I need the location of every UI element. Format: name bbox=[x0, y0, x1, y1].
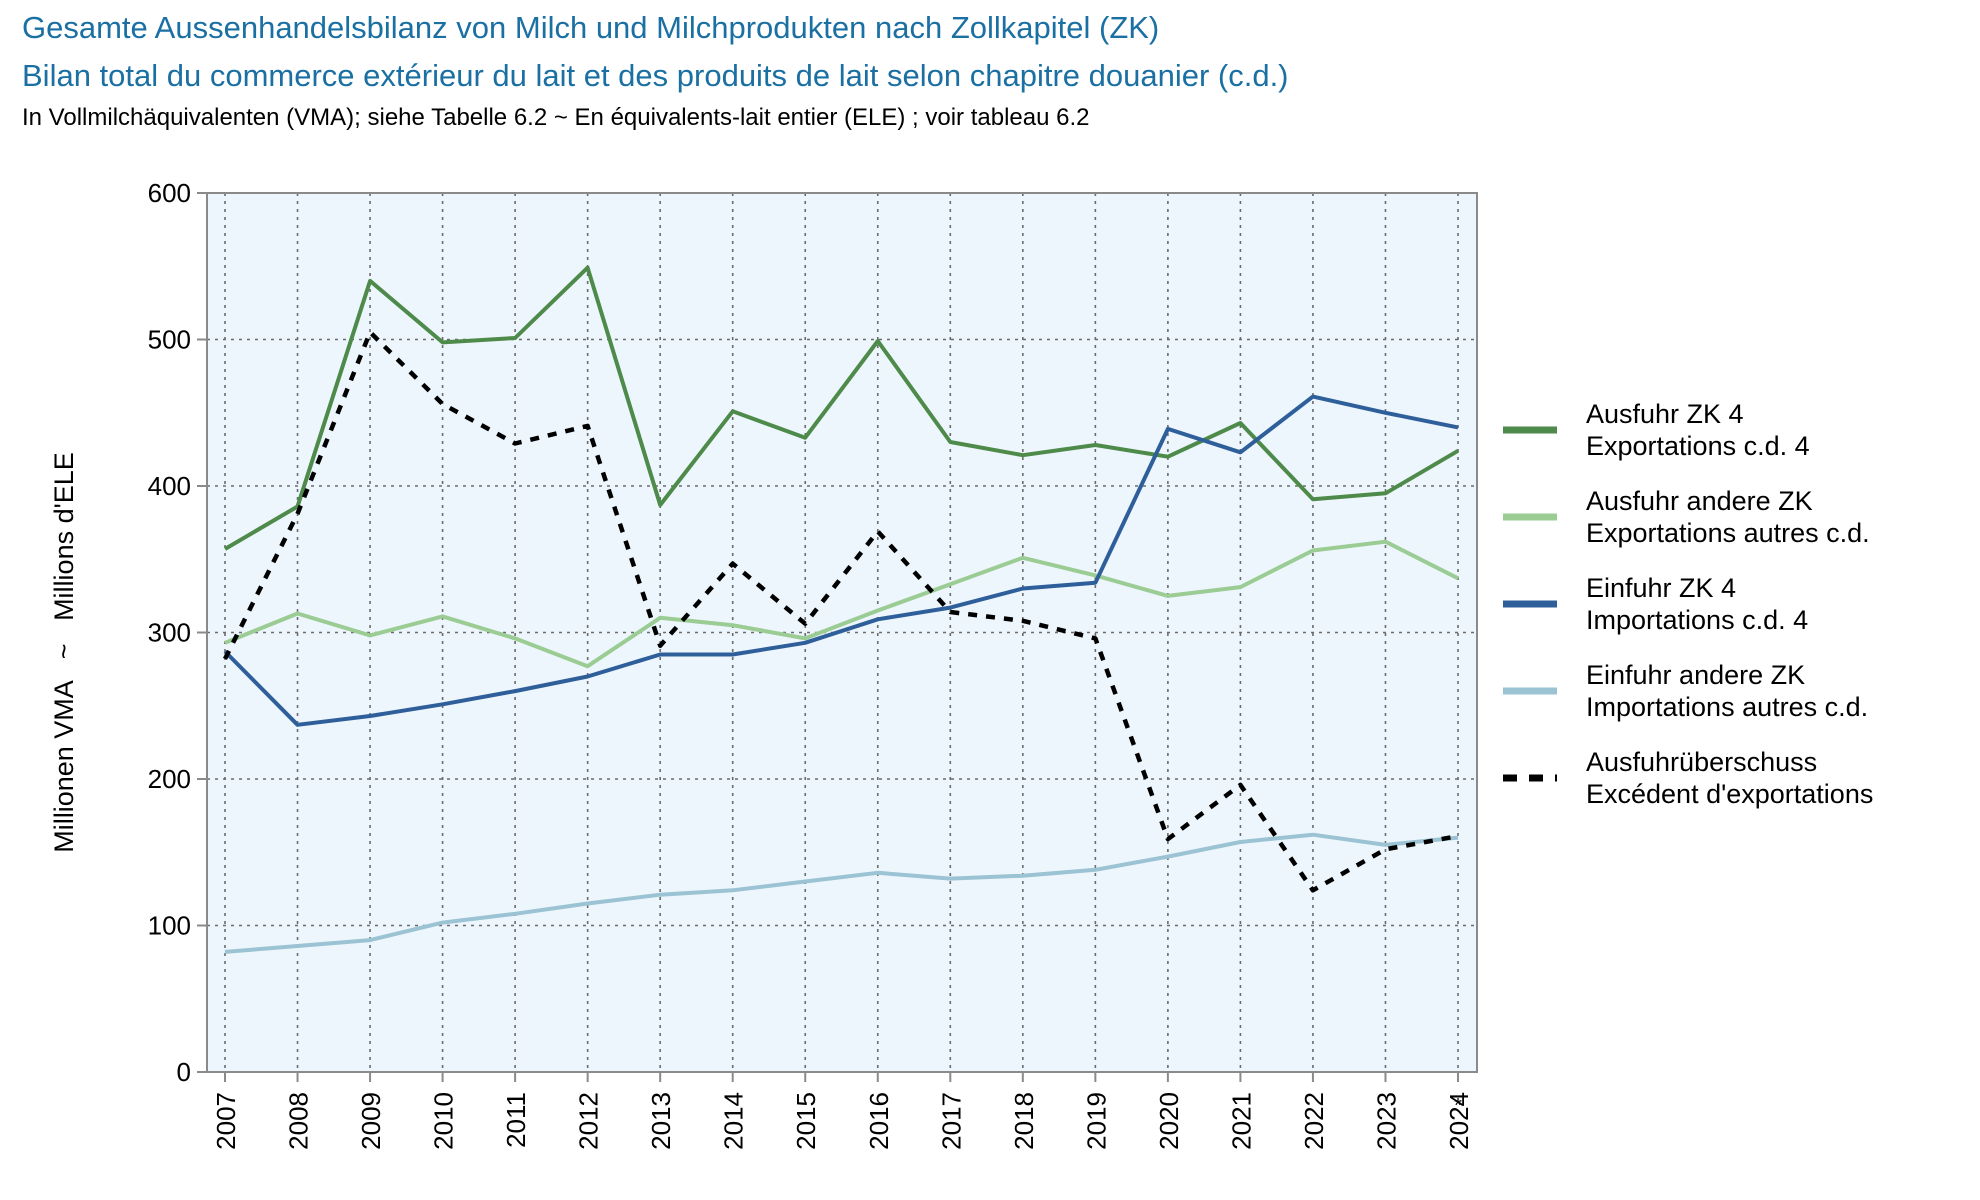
chart-unit-note: In Vollmilchäquivalenten (VMA); siehe Ta… bbox=[22, 104, 1090, 131]
x-tick-label: 2011 bbox=[501, 1092, 531, 1148]
legend-label-de-1: Ausfuhr ZK 4 bbox=[1586, 399, 1744, 429]
x-tick-label: 2007 bbox=[211, 1092, 241, 1150]
legend-label-fr-1: Exportations c.d. 4 bbox=[1586, 431, 1810, 461]
x-tick-label: 2018 bbox=[1009, 1092, 1039, 1150]
series-line-3 bbox=[223, 394, 1459, 727]
y-axis-label: Millionen VMA ~ Millions d'ELE bbox=[49, 452, 79, 853]
x-tick-label: 2022 bbox=[1299, 1092, 1329, 1150]
series-line-4 bbox=[224, 832, 1459, 954]
x-tick-label: 2009 bbox=[356, 1092, 386, 1150]
y-tick-label: 200 bbox=[148, 764, 191, 794]
legend-label-fr-2: Exportations autres c.d. bbox=[1586, 518, 1870, 548]
y-tick-label: 300 bbox=[148, 618, 191, 648]
x-tick-label: 2010 bbox=[429, 1092, 459, 1150]
legend-label-fr-5: Excédent d'exportations bbox=[1586, 779, 1873, 809]
legend-label-de-2: Ausfuhr andere ZK bbox=[1586, 486, 1813, 516]
x-tick-label: 2023 bbox=[1371, 1092, 1401, 1150]
x-tick-label: 2017 bbox=[936, 1092, 966, 1150]
y-tick-label: 400 bbox=[148, 471, 191, 501]
legend-label-fr-3: Importations c.d. 4 bbox=[1586, 605, 1808, 635]
y-tick-label: 500 bbox=[148, 325, 191, 355]
series-line-2 bbox=[224, 539, 1459, 669]
x-tick-label: 2015 bbox=[791, 1092, 821, 1150]
y-tick-label: 100 bbox=[148, 911, 191, 941]
x-tick-label: 2014 bbox=[719, 1092, 749, 1150]
x-tick-marker: * bbox=[1454, 1095, 1462, 1117]
y-tick-label: 600 bbox=[148, 178, 191, 208]
x-tick-label: 2019 bbox=[1081, 1092, 1111, 1150]
x-tick-label: 2021 bbox=[1226, 1092, 1256, 1150]
legend-label-de-3: Einfuhr ZK 4 bbox=[1586, 573, 1736, 603]
series-line-1 bbox=[223, 265, 1460, 551]
x-tick-label: 2013 bbox=[646, 1092, 676, 1150]
x-tick-label: 2024 bbox=[1444, 1092, 1474, 1150]
legend-label-fr-4: Importations autres c.d. bbox=[1586, 692, 1868, 722]
x-tick-label: 2016 bbox=[864, 1092, 894, 1150]
x-tick-label: 2008 bbox=[284, 1092, 314, 1150]
chart-title: Gesamte Aussenhandelsbilanz von Milch un… bbox=[22, 10, 1160, 45]
y-tick-label: 0 bbox=[177, 1057, 191, 1087]
series-line-5 bbox=[222, 329, 1459, 893]
x-tick-label: 2020 bbox=[1154, 1092, 1184, 1150]
legend-label-de-4: Einfuhr andere ZK bbox=[1586, 660, 1805, 690]
x-tick-label: 2012 bbox=[574, 1092, 604, 1150]
chart-subtitle: Bilan total du commerce extérieur du lai… bbox=[22, 58, 1289, 93]
legend-label-de-5: Ausfuhrüberschuss bbox=[1586, 747, 1817, 777]
